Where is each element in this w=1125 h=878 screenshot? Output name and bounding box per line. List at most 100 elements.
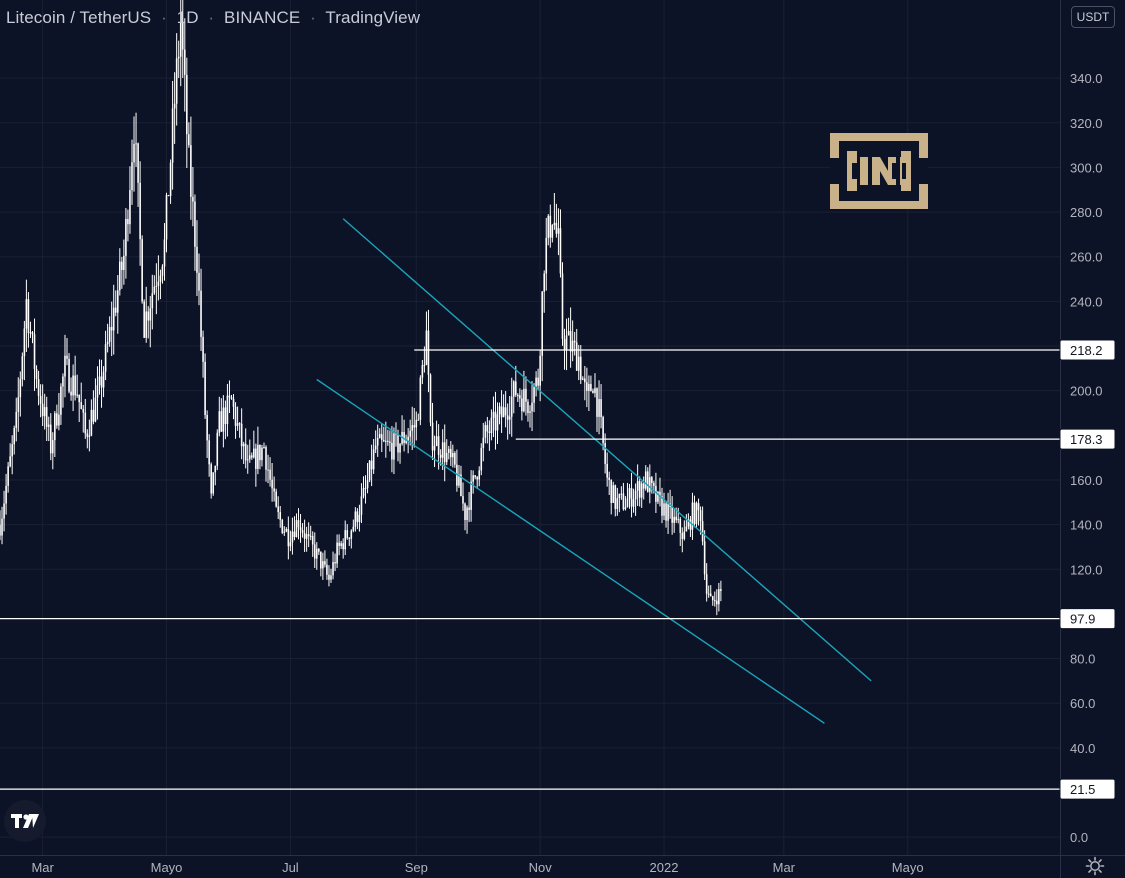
- candle-body: [606, 463, 608, 478]
- candle-body: [541, 291, 543, 356]
- candle-body: [277, 506, 279, 513]
- interval-label[interactable]: 1D: [176, 8, 199, 27]
- candle-body: [173, 103, 176, 109]
- candle-body: [232, 398, 235, 407]
- candle-body: [94, 397, 97, 422]
- candle-body: [171, 108, 174, 163]
- candle-body: [224, 407, 227, 425]
- candle-body: [110, 326, 113, 331]
- candle-body: [163, 239, 166, 267]
- candle-body: [555, 222, 558, 234]
- candle-body: [431, 422, 434, 451]
- candle-body: [226, 395, 229, 425]
- candle-body: [439, 454, 442, 458]
- candle-body: [102, 371, 105, 388]
- candle-body: [295, 520, 298, 538]
- candle-body: [510, 396, 513, 417]
- candle-body: [476, 477, 479, 480]
- candle-body: [200, 290, 202, 337]
- candle-body: [159, 275, 162, 282]
- candle-body: [618, 494, 621, 499]
- candle-body: [114, 307, 117, 313]
- candle-body: [620, 493, 623, 495]
- candle-body: [336, 542, 338, 564]
- candle-body: [151, 293, 154, 309]
- candle-body: [539, 355, 541, 386]
- candle-body: [517, 394, 519, 396]
- candle-body: [470, 481, 472, 510]
- candle-body: [137, 143, 139, 183]
- candle-body: [179, 22, 182, 57]
- candle-body: [675, 516, 678, 521]
- tradingview-logo-icon[interactable]: [4, 800, 46, 842]
- candle-body: [214, 465, 217, 473]
- candle-body: [253, 448, 255, 458]
- candle-body: [370, 460, 373, 470]
- candle-body: [135, 143, 137, 145]
- candle-body: [194, 201, 196, 247]
- level-label: 178.3: [1070, 432, 1103, 447]
- candle-body: [330, 575, 332, 580]
- y-tick-label: 320.0: [1070, 116, 1103, 131]
- candle-body: [427, 330, 430, 375]
- candle-body: [421, 365, 424, 378]
- candle-body: [106, 341, 109, 345]
- candle-body: [484, 425, 487, 438]
- candle-body: [632, 499, 635, 507]
- candle-body: [287, 529, 290, 547]
- candle-body: [571, 340, 574, 352]
- candle-body: [559, 228, 562, 274]
- candle-body: [342, 543, 344, 550]
- candle-body: [161, 266, 164, 276]
- candle-body: [718, 589, 720, 605]
- candle-body: [596, 388, 598, 417]
- level-label-box: [1059, 339, 1116, 361]
- candle-body: [590, 384, 592, 391]
- candle-body: [78, 394, 80, 403]
- currency-button[interactable]: USDT: [1071, 6, 1115, 28]
- candle-body: [90, 409, 93, 436]
- candle-body: [354, 511, 357, 527]
- candle-body: [255, 448, 257, 469]
- candle-body: [155, 285, 158, 287]
- candle-body: [447, 448, 450, 453]
- chart-title: Litecoin / TetherUS · 1D · BINANCE · Tra…: [6, 8, 420, 28]
- candle-body: [82, 408, 85, 413]
- candle-body: [523, 388, 525, 412]
- candle-body: [112, 307, 115, 331]
- candle-body: [519, 395, 521, 399]
- candle-body: [234, 406, 237, 426]
- candle-body: [145, 311, 148, 338]
- level-label: 218.2: [1070, 343, 1103, 358]
- x-tick-label: Mayo: [151, 860, 183, 875]
- candle-body: [498, 406, 501, 415]
- candle-body: [525, 388, 527, 402]
- candle-body: [293, 531, 296, 538]
- candle-body: [66, 355, 68, 359]
- candle-body: [74, 375, 76, 396]
- candle-body: [441, 442, 444, 458]
- exchange-label: BINANCE: [224, 8, 301, 27]
- channel-trendline: [316, 378, 825, 724]
- candle-body: [600, 399, 602, 418]
- candle-body: [504, 407, 507, 416]
- candle-body: [608, 477, 610, 480]
- candle-body: [265, 446, 267, 470]
- candle-body: [458, 474, 460, 486]
- candle-body: [573, 340, 576, 343]
- candle-body: [269, 469, 271, 480]
- candle-body: [496, 414, 499, 431]
- candle-body: [334, 562, 336, 564]
- candle-body: [683, 531, 686, 540]
- candle-body: [56, 413, 58, 426]
- candle-body: [129, 190, 131, 225]
- x-tick-label: Mayo: [892, 860, 924, 875]
- candle-body: [387, 440, 389, 442]
- candle-body: [586, 382, 588, 391]
- candle-body: [429, 374, 432, 423]
- gear-icon[interactable]: [1085, 856, 1105, 876]
- candle-body: [720, 589, 722, 591]
- candle-body: [380, 434, 383, 441]
